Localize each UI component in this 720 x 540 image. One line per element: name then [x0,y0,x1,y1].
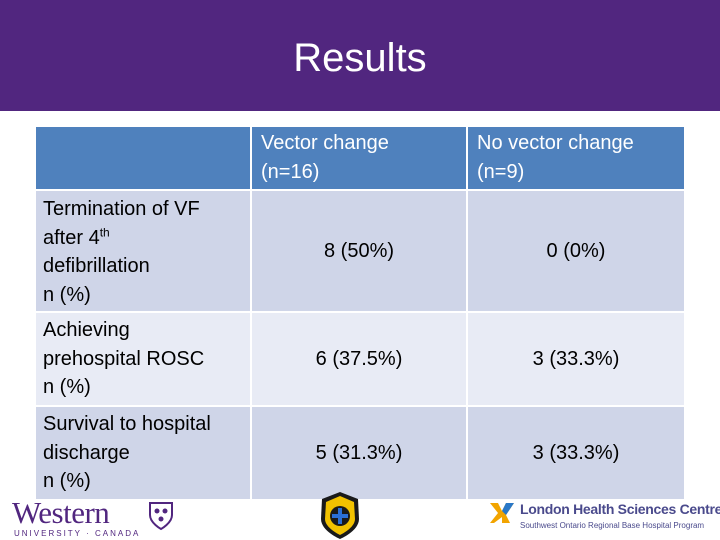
row-label-termination-vf: Termination of VF after 4th defibrillati… [36,191,250,311]
header-vector-change: Vector change (n=16) [252,127,466,189]
slide-title: Results [293,36,427,80]
header-no-vector-label: No vector change [477,132,634,154]
row-1-no-vector-value: 0 (0%) [468,191,684,311]
row-3-no-vector-value: 3 (33.3%) [468,407,684,499]
row-label-prehospital-rosc: Achieving prehospital ROSC n (%) [36,313,250,405]
lhsc-logo: London Health Sciences Centre Southwest … [488,497,720,537]
western-crest-icon [149,502,173,531]
header-no-vector-n: (n=9) [477,160,525,183]
header-vector-n: (n=16) [261,160,320,183]
row-2-vector-value: 6 (37.5%) [252,313,466,405]
row-1-vector-value: 8 (50%) [252,191,466,311]
row-2-no-vector-value: 3 (33.3%) [468,313,684,405]
lhsc-subtitle: Southwest Ontario Regional Base Hospital… [520,521,705,530]
header-no-vector-change: No vector change (n=9) [468,127,684,189]
header-vector-label: Vector change [261,132,389,154]
lhsc-mark-icon [490,503,514,523]
western-university-logo: Western UNIVERSITY · CANADA [12,495,173,539]
header-empty-cell [36,127,250,189]
row-label-survival-discharge: Survival to hospital discharge n (%) [36,407,250,499]
western-subtitle: UNIVERSITY · CANADA [14,529,141,538]
title-banner: Results [0,0,720,111]
lhsc-name: London Health Sciences Centre [520,501,720,517]
western-wordmark: Western [12,495,110,530]
row-3-vector-value: 5 (31.3%) [252,407,466,499]
ems-badge-icon [321,492,359,539]
